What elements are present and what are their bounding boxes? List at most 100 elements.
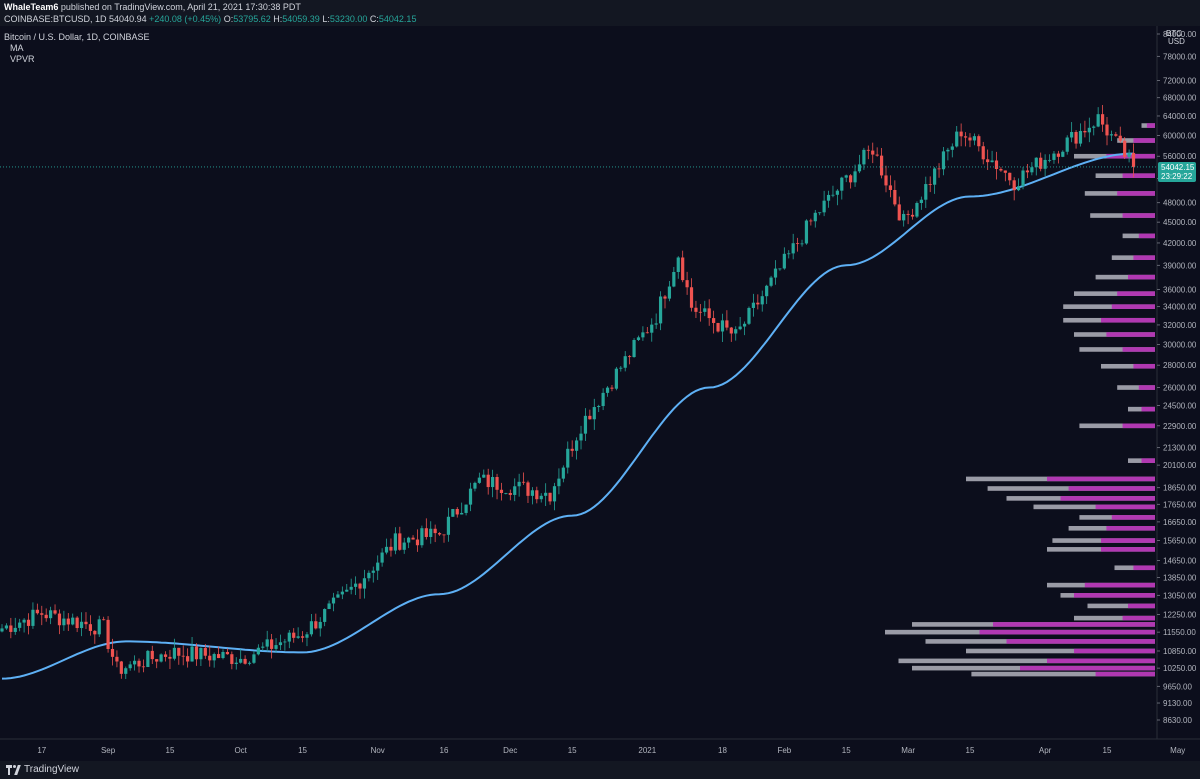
vpvr-bar-down: [1101, 317, 1155, 323]
vpvr-bar-total: [966, 648, 1155, 654]
candle-body: [884, 175, 888, 186]
candle-body: [879, 155, 884, 176]
candle-body: [703, 308, 707, 312]
candle-body: [203, 647, 207, 656]
price-tick-label: 10250.00: [1163, 664, 1197, 673]
tradingview-logo[interactable]: TradingView: [6, 764, 79, 775]
legend-vpvr[interactable]: VPVR: [10, 54, 35, 64]
vpvr-bar-down: [1068, 486, 1155, 491]
vpvr-bar-down: [1138, 385, 1155, 390]
vpvr-bar-total: [1087, 603, 1155, 609]
chart-area[interactable]: 8630.00 9130.00 9650.00 10250.00 10850.00 115…: [0, 26, 1200, 761]
candle-body: [146, 650, 150, 668]
price-tick-label: 24500.00: [1163, 401, 1197, 410]
ohlc-line: COINBASE:BTCUSD, 1D 54040.94 +240.08 (+0…: [4, 13, 416, 25]
vpvr-bar-total: [971, 671, 1155, 677]
candle-body: [491, 477, 495, 488]
time-tick-label: 15: [1103, 746, 1112, 755]
price-tick-label: 78000.00: [1163, 52, 1197, 61]
candle-body: [623, 356, 627, 368]
candle-body: [163, 654, 168, 657]
candle-body: [371, 570, 375, 573]
candle-body: [897, 204, 901, 221]
candle-body: [1030, 167, 1034, 173]
price-scale[interactable]: 8630.00 9130.00 9650.00 10250.00 10850.00 115…: [1156, 26, 1197, 739]
price-tick-label: 8630.00: [1163, 716, 1192, 725]
candle-body: [698, 311, 702, 313]
vpvr-bar-total: [1117, 385, 1155, 390]
candle-body: [1065, 137, 1069, 152]
time-tick-label: Nov: [371, 746, 385, 755]
candle-body: [252, 654, 256, 663]
candle-body: [84, 621, 88, 625]
candle-body: [420, 528, 424, 546]
candle-body: [119, 661, 123, 674]
price-tick-label: 18650.00: [1163, 484, 1197, 493]
candle-body: [407, 537, 411, 543]
price-tick-label: 68000.00: [1163, 94, 1197, 103]
candle-body: [605, 387, 610, 393]
candle-body: [1118, 135, 1122, 141]
candle-body: [110, 648, 115, 657]
candle-body: [499, 489, 504, 494]
candle-body: [1047, 159, 1052, 161]
candle-body: [349, 586, 353, 590]
candle-body: [1078, 130, 1083, 144]
time-scale[interactable]: 17 Sep 15 Oct 15 Nov 16 Dec 15 2021 18 Feb 15 Mar 15 Ap…: [0, 738, 1200, 755]
vpvr-bar-down: [1133, 138, 1155, 143]
candle-body: [844, 175, 848, 178]
candle-body: [933, 168, 937, 185]
candle-body: [561, 467, 565, 479]
candle-body: [190, 646, 194, 662]
moving-average: [1, 152, 1134, 680]
last-price-tag-value: 54042.15: [1161, 163, 1195, 172]
candle-body: [199, 647, 203, 660]
candle-body: [1021, 170, 1025, 187]
candle-body: [826, 194, 831, 201]
candle-body: [71, 617, 75, 625]
candle-body: [1083, 130, 1087, 133]
candle-body: [734, 329, 738, 334]
vpvr-bar-down: [1106, 332, 1155, 337]
legend-ma[interactable]: MA: [10, 43, 24, 53]
price-chart[interactable]: 8630.00 9130.00 9650.00 10250.00 10850.00 115…: [0, 26, 1200, 761]
author-name[interactable]: WhaleTeam6: [4, 2, 59, 12]
candle-body: [270, 639, 274, 649]
last-price-tag: [1158, 161, 1196, 182]
price-tick-label: 21300.00: [1163, 444, 1197, 453]
candle-body: [619, 367, 623, 369]
price-tick-label: 26000.00: [1163, 384, 1197, 393]
vpvr-bar-down: [1020, 665, 1155, 671]
candle-body: [725, 320, 729, 328]
candle-body: [239, 658, 243, 663]
candle-body: [208, 655, 212, 661]
vpvr-bar-down: [1128, 603, 1155, 609]
candle-body: [729, 327, 733, 334]
candle-body: [601, 392, 605, 407]
candle-body: [1025, 170, 1030, 173]
vpvr-bar-total: [1079, 423, 1155, 429]
candle-body: [1034, 157, 1038, 168]
candle-body: [340, 591, 344, 595]
candle-body: [981, 146, 985, 160]
candle-body: [645, 332, 649, 334]
candle-body: [247, 662, 252, 664]
candle-body: [636, 337, 641, 340]
candle-body: [133, 660, 137, 665]
candle-body: [937, 168, 941, 170]
candle-body: [1127, 152, 1131, 157]
candle-body: [1092, 126, 1096, 128]
candle-body: [853, 171, 857, 183]
price-tick-label: 56000.00: [1163, 152, 1197, 161]
chart-header: WhaleTeam6 published on TradingView.com,…: [0, 0, 1200, 26]
footer: TradingView: [0, 761, 1200, 779]
candle-body: [548, 492, 552, 502]
vpvr-bar-down: [1111, 304, 1155, 309]
time-tick-label: 2021: [638, 746, 656, 755]
candle-body: [212, 654, 216, 661]
candle-body: [707, 308, 711, 319]
candle-body: [1052, 153, 1056, 160]
candle-body: [716, 322, 720, 332]
publish-line: WhaleTeam6 published on TradingView.com,…: [4, 1, 301, 13]
candle-body: [4, 625, 9, 629]
